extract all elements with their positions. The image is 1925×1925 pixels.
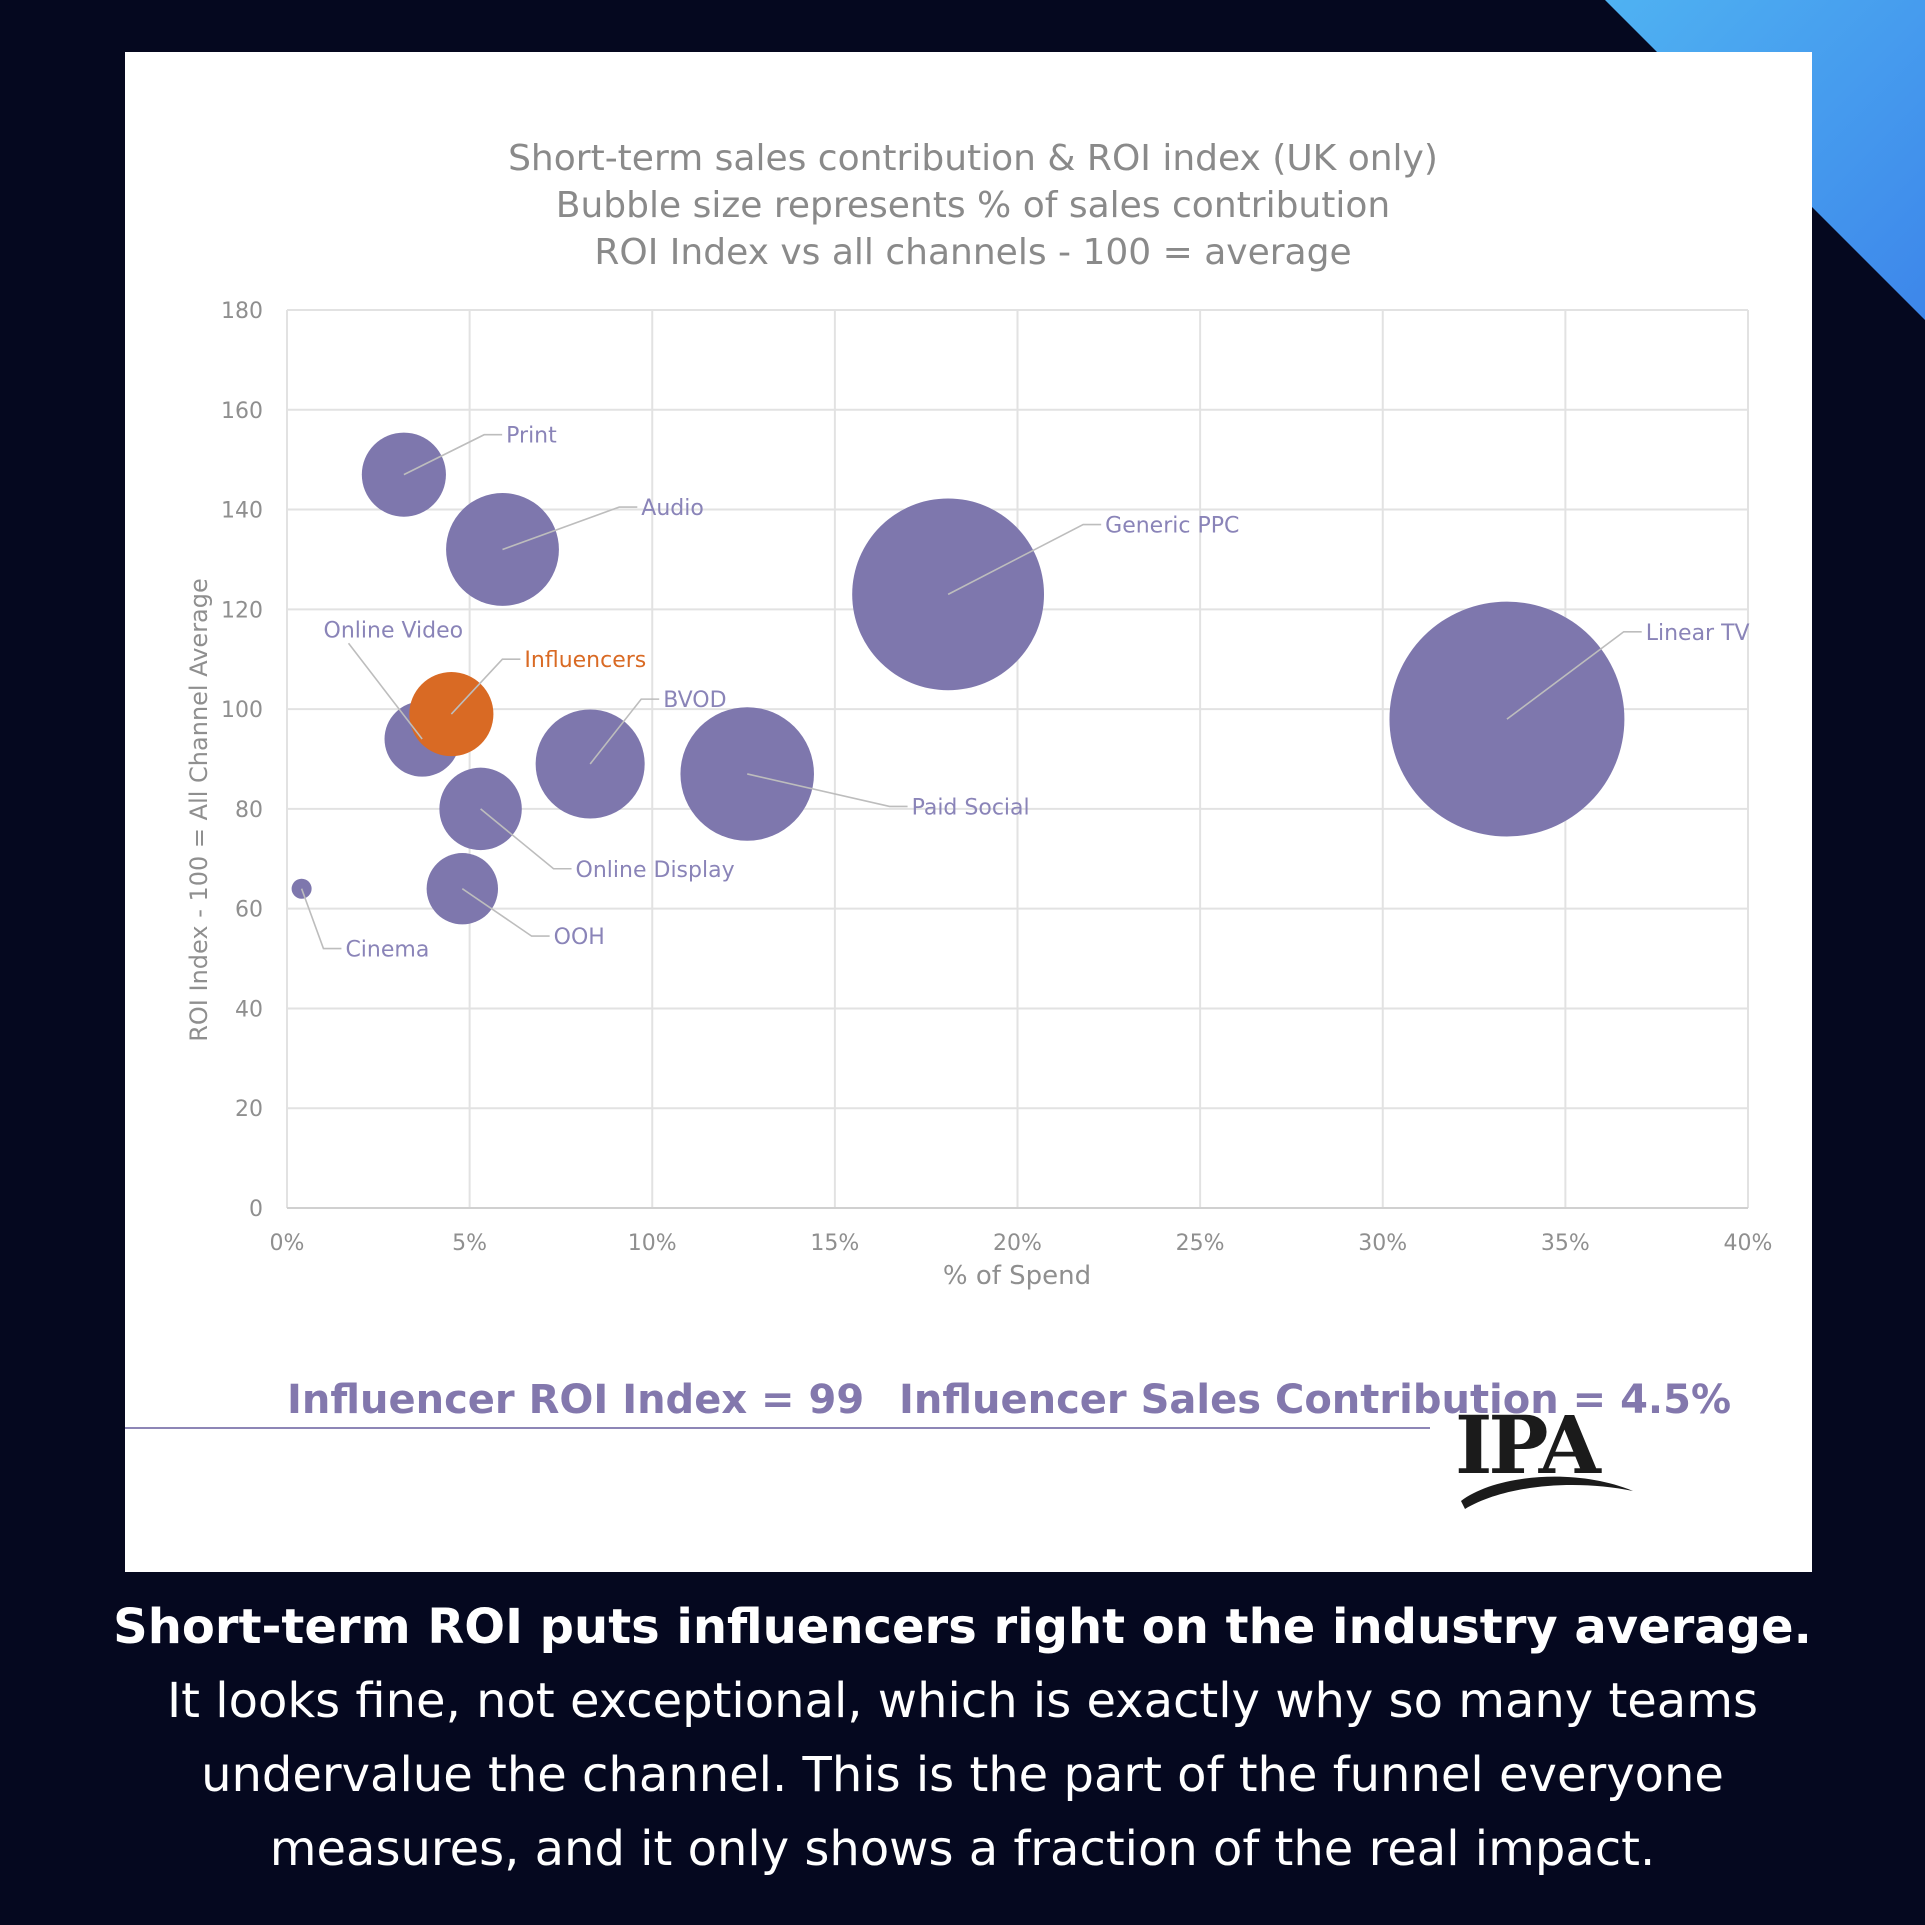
x-tick-label: 40% <box>1724 1231 1773 1256</box>
bubble-label-ooh: OOH <box>554 925 605 950</box>
caption-block: Short-term ROI puts influencers right on… <box>110 1590 1815 1886</box>
roi-index-stat: Influencer ROI Index = 99 <box>287 1377 865 1423</box>
x-tick-label: 15% <box>810 1231 859 1256</box>
bubble-label-generic-ppc: Generic PPC <box>1105 514 1239 539</box>
bubble-bvod <box>535 709 645 819</box>
bubble-label-print: Print <box>506 424 557 449</box>
logo-swoosh-icon <box>1461 1476 1633 1509</box>
x-tick-label: 10% <box>628 1231 677 1256</box>
y-tick-label: 0 <box>249 1197 263 1222</box>
chart-subtitle-line-2: ROI Index vs all channels - 100 = averag… <box>594 232 1351 273</box>
caption-body: It looks fine, not exceptional, which is… <box>167 1673 1758 1877</box>
x-tick-label: 0% <box>270 1231 305 1256</box>
leader-line-print <box>403 433 503 476</box>
bubble-label-bvod: BVOD <box>663 688 726 713</box>
y-tick-label: 60 <box>235 898 263 923</box>
bubble-label-online-video: Online Video <box>324 618 464 643</box>
chart-panel: Short-term sales contribution & ROI inde… <box>125 52 1812 1572</box>
x-tick-label: 20% <box>993 1231 1042 1256</box>
y-tick-label: 80 <box>235 798 263 823</box>
leader-line-audio <box>502 506 638 551</box>
y-tick-label: 120 <box>221 598 263 623</box>
leader-line-generic-ppc <box>947 523 1102 596</box>
leader-line-bvod <box>589 698 660 765</box>
chart-subtitle-line-1: Bubble size represents % of sales contri… <box>556 185 1390 226</box>
bubble-label-online-display: Online Display <box>576 858 735 883</box>
x-tick-label: 5% <box>452 1231 487 1256</box>
leader-line-online-display <box>480 808 572 870</box>
x-tick-label: 30% <box>1358 1231 1407 1256</box>
tick-layer: 0 20 40 60 80 100 120 140 160 180 0% 5% 10% 15% 20% 25%… <box>221 299 1772 1256</box>
chart-title: Short-term sales contribution & ROI inde… <box>508 138 1438 179</box>
sales-contribution-stat: Influencer Sales Contribution = 4.5% <box>899 1377 1732 1423</box>
bubble-print <box>361 432 446 517</box>
x-tick-label: 35% <box>1541 1231 1590 1256</box>
leader-line-ooh <box>461 888 550 937</box>
bubble-cinema <box>291 878 312 899</box>
bubble-label-influencers: Influencers <box>524 648 646 673</box>
caption-headline: Short-term ROI puts influencers right on… <box>113 1599 1812 1655</box>
label-layer: Print Audio Online Video Influencers BVOD Pai… <box>300 424 1750 963</box>
ipa-logo-text: IPA <box>1455 1398 1601 1492</box>
bubble-label-cinema: Cinema <box>345 938 429 963</box>
y-tick-label: 140 <box>221 499 263 524</box>
bubble-label-linear-tv: Linear TV <box>1646 621 1750 646</box>
leader-line-cinema <box>300 888 342 950</box>
y-tick-label: 160 <box>221 399 263 424</box>
ipa-logo: IPA <box>1455 1405 1645 1515</box>
y-axis-label: ROI Index - 100 = All Channel Average <box>185 578 213 1042</box>
leader-line-online-video <box>347 642 423 740</box>
bubble-label-paid-social: Paid Social <box>912 795 1030 820</box>
x-axis-label: % of Spend <box>943 1261 1091 1291</box>
leader-line-paid-social <box>747 773 908 808</box>
y-tick-label: 20 <box>235 1097 263 1122</box>
bubble-label-audio: Audio <box>641 496 704 521</box>
y-tick-label: 40 <box>235 997 263 1022</box>
x-tick-label: 25% <box>1176 1231 1225 1256</box>
leader-line-linear-tv <box>1506 630 1642 720</box>
y-tick-label: 180 <box>221 299 263 324</box>
bubble-chart: Short-term sales contribution & ROI inde… <box>185 138 1772 1291</box>
bubble-layer <box>291 432 1625 925</box>
y-tick-label: 100 <box>221 698 263 723</box>
leader-line-influencers <box>450 658 521 715</box>
divider-line <box>125 1427 1430 1429</box>
